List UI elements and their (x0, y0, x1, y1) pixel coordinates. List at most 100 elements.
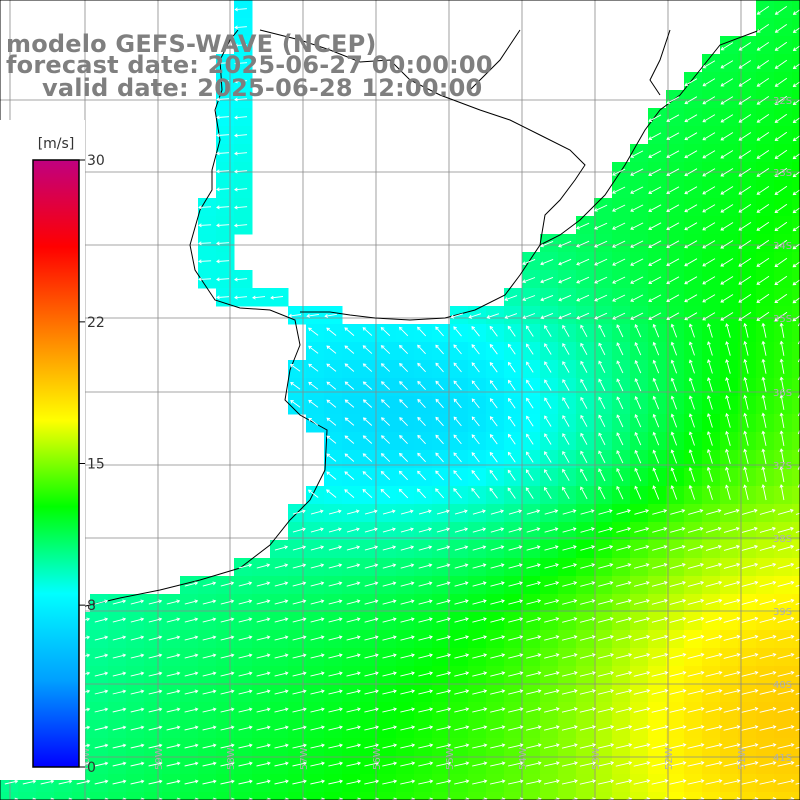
wind-arrow-head (194, 743, 199, 748)
wind-arrow-head (303, 779, 307, 784)
wind-arrow (635, 378, 642, 392)
wind-arrow (684, 204, 698, 212)
wind-arrow-head (212, 689, 217, 694)
wind-arrow-head (344, 399, 349, 404)
wind-arrow-head (634, 449, 639, 454)
wind-arrow (310, 564, 324, 569)
wind-arrow-head (122, 797, 127, 800)
wind-arrow-head (738, 191, 743, 195)
wind-arrow (702, 78, 716, 87)
wind-arrow (489, 470, 498, 481)
wind-arrow-head (754, 652, 759, 657)
wind-arrow (220, 582, 234, 587)
wind-cell (126, 792, 145, 800)
wind-arrow-head (598, 378, 602, 383)
wind-arrow (454, 528, 468, 533)
wind-arrow-head (417, 434, 421, 439)
wind-arrow (472, 762, 487, 767)
wind-arrow (238, 600, 252, 605)
wind-arrow-head (772, 544, 777, 549)
wind-arrow (579, 726, 596, 731)
latitude-label: 35S (773, 314, 792, 325)
wind-arrow-head (779, 358, 784, 363)
wind-arrow (777, 563, 794, 569)
wind-arrow (436, 726, 451, 731)
wind-arrow (490, 416, 498, 427)
wind-arrow (705, 653, 722, 659)
wind-arrow (364, 528, 378, 533)
wind-arrow (508, 582, 523, 587)
wind-arrow (130, 708, 144, 713)
wind-arrow-head (774, 281, 779, 285)
wind-arrow-head (700, 797, 705, 800)
wind-arrow (762, 359, 767, 374)
wind-arrow (454, 510, 468, 515)
wind-arrow-head (735, 526, 740, 531)
wind-arrow (739, 78, 752, 87)
wind-arrow (235, 62, 248, 65)
wind-arrow-head (543, 486, 548, 491)
wind-arrow (490, 654, 505, 659)
wind-arrow (346, 762, 361, 767)
wind-arrow-head (140, 707, 145, 712)
wind-arrow-head (666, 136, 671, 141)
wind-arrow (362, 345, 373, 354)
wind-arrow-head (356, 563, 361, 568)
wind-arrow (651, 689, 668, 695)
wind-arrow-head (489, 343, 494, 348)
wind-arrow (707, 467, 713, 482)
wind-arrow-head (537, 689, 542, 694)
wind-arrow (597, 617, 614, 623)
wind-arrow-head (738, 155, 743, 159)
longitude-label: 57W (299, 747, 310, 770)
wind-arrow-head (772, 580, 777, 585)
wind-arrow (436, 780, 451, 785)
wind-arrow (435, 417, 444, 427)
wind-arrow-head (158, 743, 163, 748)
wind-arrow (490, 600, 505, 605)
wind-arrow-head (266, 725, 271, 730)
wind-arrow (508, 708, 523, 713)
wind-arrow (705, 689, 722, 695)
wind-arrow-head (393, 725, 398, 730)
wind-arrow (234, 206, 248, 209)
wind-arrow (292, 654, 306, 659)
wind-arrow-head (266, 599, 271, 604)
wind-arrow-head (648, 226, 652, 230)
wind-arrow (648, 258, 662, 266)
wind-arrow-head (248, 617, 253, 622)
wind-arrow (238, 654, 252, 659)
wind-arrow (792, 243, 800, 250)
wind-arrow-head (754, 580, 759, 585)
wind-arrow-head (393, 653, 397, 658)
wind-arrow (202, 654, 216, 659)
wind-arrow (580, 600, 595, 605)
wind-arrow (544, 415, 552, 427)
wind-arrow-head (176, 653, 181, 658)
wind-arrow-head (176, 617, 181, 622)
wind-arrow (436, 564, 450, 569)
wind-arrow-head (634, 431, 639, 436)
wind-arrow (234, 134, 248, 137)
wind-arrow (382, 546, 396, 551)
wind-arrow-head (453, 416, 458, 421)
wind-arrow (670, 527, 685, 533)
wind-arrow-head (356, 527, 360, 532)
wind-arrow-head (308, 381, 312, 386)
wind-arrow-head (501, 761, 506, 766)
wind-arrow (345, 399, 355, 408)
wind-arrow-head (176, 635, 181, 640)
wind-arrow (780, 466, 785, 483)
wind-arrow (687, 689, 704, 695)
wind-arrow-head (140, 671, 145, 676)
wind-arrow-head (410, 527, 414, 532)
wind-arrow (551, 798, 560, 800)
wind-arrow-head (398, 470, 403, 475)
wind-arrow-head (664, 598, 668, 603)
wind-arrow-head (500, 527, 505, 532)
wind-arrow (598, 468, 606, 482)
wind-arrow-head (194, 797, 199, 800)
wind-arrow-head (681, 509, 686, 513)
wind-arrow-head (792, 29, 797, 33)
wind-arrow-head (666, 298, 670, 303)
